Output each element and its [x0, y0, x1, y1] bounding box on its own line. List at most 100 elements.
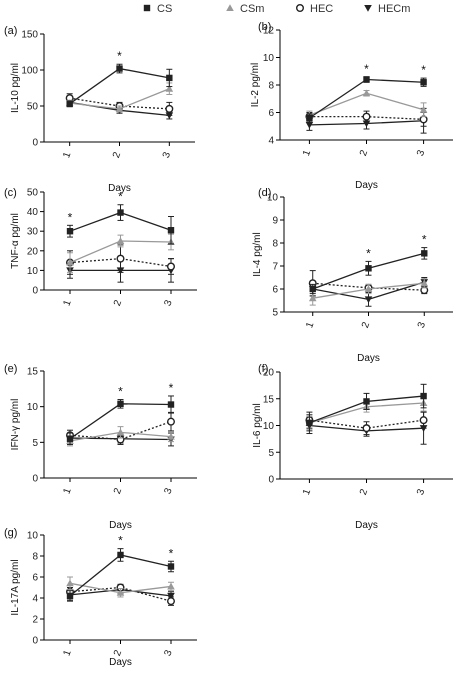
x-tick-label: 3 — [161, 150, 173, 159]
series-line — [69, 67, 170, 105]
data-point — [421, 250, 428, 257]
x-axis-label: Days — [108, 183, 131, 194]
x-tick-label: 3 — [163, 486, 175, 495]
data-point — [66, 435, 74, 442]
series-hec — [305, 411, 428, 436]
y-tick-label: 15 — [263, 394, 275, 405]
series-csm — [66, 576, 175, 598]
x-tick-label: 1 — [301, 487, 313, 496]
data-point — [116, 254, 125, 263]
y-tick-label: 10 — [27, 531, 39, 542]
x-tick-label: 1 — [304, 320, 316, 329]
panel-f: (f) 0 5 10 15 20 1 2 3 IL-6 pg/ml Days — [252, 363, 453, 531]
x-tick-label: 3 — [163, 298, 175, 307]
legend-item-hecm: HECm — [364, 3, 410, 15]
panel-letter: (g) — [4, 527, 17, 539]
y-tick-label: 100 — [21, 66, 38, 77]
y-tick-label: 12 — [263, 26, 275, 37]
x-axis-label: Days — [109, 657, 132, 668]
y-axis-label: IL-4 pg/ml — [252, 232, 263, 276]
x-tick-label: 2 — [358, 487, 370, 496]
y-axis-label: TNF-α pg/ml — [10, 213, 21, 269]
data-point — [116, 65, 123, 72]
legend-label-hec: HEC — [310, 3, 333, 15]
significance-star: * — [118, 385, 123, 399]
y-tick-label: 9 — [272, 216, 278, 227]
data-point — [166, 417, 175, 426]
y-tick-label: 0 — [32, 286, 38, 297]
x-tick-label: 1 — [61, 150, 73, 159]
series-line — [69, 586, 172, 602]
x-axis-label: Days — [357, 353, 380, 364]
x-tick-label: 2 — [112, 298, 124, 307]
data-point — [66, 592, 74, 600]
x-tick-label: 3 — [416, 320, 428, 329]
legend-item-hec: HEC — [296, 3, 333, 15]
significance-star: * — [117, 49, 122, 63]
y-tick-label: 8 — [272, 239, 278, 250]
x-tick-label: 3 — [163, 648, 175, 657]
data-point — [364, 285, 373, 292]
x-tick-label: 2 — [358, 148, 370, 157]
legend-item-csm: CSm — [226, 3, 264, 15]
legend-marker-cs — [143, 4, 151, 12]
y-tick-label: 10 — [27, 402, 39, 413]
data-point — [362, 112, 371, 121]
panel-letter: (a) — [4, 25, 17, 37]
y-tick-label: 150 — [21, 30, 38, 41]
legend-marker-hec — [296, 3, 305, 12]
series-cs — [66, 63, 173, 108]
x-tick-label: 2 — [360, 320, 372, 329]
panel-letter: (d) — [258, 187, 271, 199]
y-tick-label: 30 — [27, 227, 39, 238]
y-axis-label: IFN-γ pg/ml — [10, 399, 21, 451]
data-point — [364, 296, 373, 304]
data-point — [115, 105, 124, 112]
data-point — [167, 592, 175, 600]
y-tick-label: 15 — [27, 367, 39, 378]
data-point — [166, 597, 175, 606]
data-point — [419, 105, 428, 113]
data-point — [66, 228, 74, 235]
y-tick-label: 5 — [32, 438, 38, 449]
y-tick-label: 8 — [32, 552, 38, 563]
legend-label-cs: CS — [157, 3, 172, 15]
data-point — [363, 76, 370, 83]
significance-star: * — [364, 62, 369, 76]
y-tick-label: 50 — [27, 188, 39, 199]
y-axis-label: IL-17A pg/ml — [10, 559, 21, 615]
significance-star: * — [366, 246, 371, 260]
legend: CS CSm HEC HECm — [143, 3, 410, 15]
panel-e: (e) 0 5 10 15 1 2 3 IFN-γ pg/ml Days * * — [4, 363, 197, 531]
y-tick-label: 0 — [32, 636, 38, 647]
panel-letter: (e) — [4, 363, 17, 375]
data-point — [166, 74, 173, 82]
x-tick-label: 2 — [112, 486, 124, 495]
data-point — [306, 419, 313, 427]
data-point — [420, 279, 429, 287]
series-csm — [66, 426, 175, 447]
y-axis-label: IL-6 pg/ml — [252, 403, 263, 447]
x-axis-label: Days — [109, 520, 132, 531]
y-tick-label: 20 — [263, 368, 275, 379]
y-tick-label: 4 — [32, 594, 38, 605]
x-axis-label: Days — [355, 180, 378, 191]
data-point — [420, 392, 427, 400]
data-point — [363, 398, 370, 405]
x-tick-label: 1 — [301, 148, 313, 157]
significance-star: * — [422, 233, 427, 247]
series-hec — [65, 93, 174, 116]
series-cs — [66, 204, 175, 245]
data-point — [117, 551, 124, 559]
legend-label-csm: CSm — [240, 3, 264, 15]
x-tick-label: 3 — [415, 148, 427, 157]
x-axis-label: Days — [355, 520, 378, 531]
series-line — [69, 421, 172, 441]
data-point — [309, 285, 316, 293]
y-tick-label: 0 — [32, 138, 38, 149]
significance-star: * — [421, 63, 426, 77]
